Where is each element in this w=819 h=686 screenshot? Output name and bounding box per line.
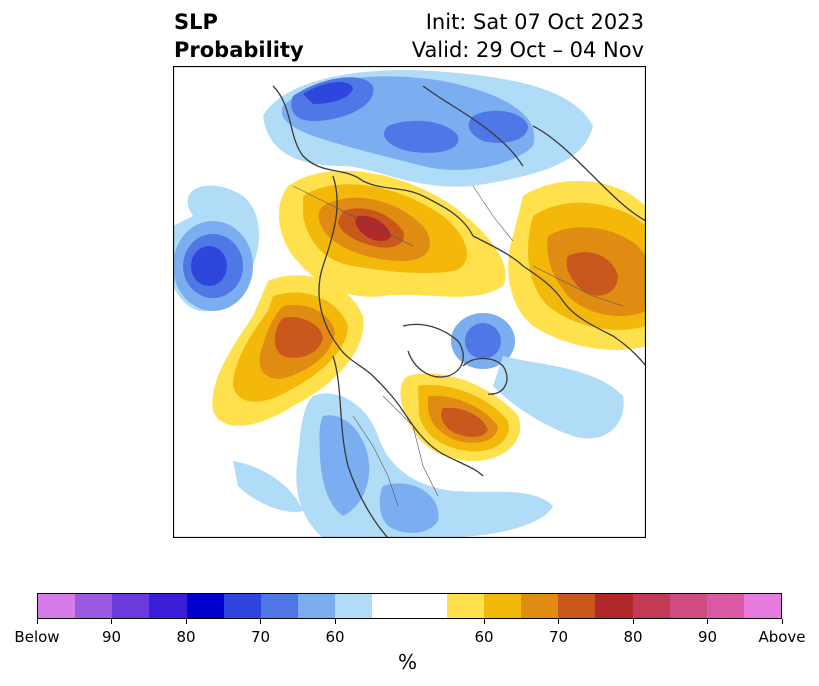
colorbar — [37, 593, 782, 619]
colorbar-tick-mark — [185, 619, 187, 624]
colorbar-swatch — [372, 594, 410, 618]
colorbar-swatch — [75, 594, 113, 618]
colorbar-swatch — [409, 594, 447, 618]
colorbar-tick-label: 80 — [176, 628, 196, 646]
colorbar-tick-label: 70 — [548, 628, 569, 646]
colorbar-unit: % — [398, 650, 418, 674]
colorbar-tick-label: 70 — [250, 628, 271, 646]
colorbar-tick-mark — [483, 619, 485, 624]
colorbar-swatch — [446, 594, 484, 618]
valid-range: Valid: 29 Oct – 04 Nov — [411, 38, 644, 62]
colorbar-swatch — [112, 594, 150, 618]
colorbar-swatch — [186, 594, 224, 618]
colorbar-tick-mark — [334, 619, 336, 624]
blue-region-us — [296, 393, 553, 538]
colorbar-tick-mark — [260, 619, 261, 624]
colorbar-swatch — [706, 594, 744, 618]
colorbar-tick-label: 90 — [101, 628, 122, 646]
colorbar-swatch — [483, 594, 522, 618]
borders — [292, 185, 624, 507]
title-right: Init: Sat 07 Oct 2023 Valid: 29 Oct – 04… — [412, 8, 644, 64]
colorbar-tick-mark — [781, 619, 783, 624]
colorbar-swatch — [558, 594, 596, 618]
title-probability: Probability — [174, 38, 304, 62]
title-left: SLP Probability — [174, 8, 304, 64]
colorbar-tick-mark — [36, 619, 38, 624]
probability-map — [173, 66, 646, 538]
colorbar-swatch — [223, 594, 261, 618]
colorbar-tick-mark — [558, 619, 559, 624]
colorbar-tick-label: 80 — [623, 628, 643, 646]
colorbar-swatch — [595, 594, 633, 618]
init-date: Init: Sat 07 Oct 2023 — [425, 10, 644, 34]
colorbar-swatch — [260, 594, 299, 618]
colorbar-tick-mark — [632, 619, 634, 624]
colorbar-swatch — [669, 594, 707, 618]
colorbar-tick-mark — [707, 619, 708, 624]
colorbar-swatch — [632, 594, 670, 618]
colorbar-tick-label: 90 — [697, 628, 718, 646]
colorbar-tick-label: 60 — [325, 628, 345, 646]
title-slp: SLP — [174, 10, 218, 34]
colorbar-tick-label: Below — [14, 628, 60, 646]
colorbar-swatch — [298, 594, 336, 618]
coastlines — [272, 85, 646, 538]
colorbar-tick-label: 60 — [474, 628, 494, 646]
colorbar-swatch — [521, 594, 559, 618]
colorbar-swatch — [38, 594, 76, 618]
colorbar-swatch — [335, 594, 373, 618]
colorbar-tick-label: Above — [758, 628, 806, 646]
colorbar-tick-mark — [111, 619, 112, 624]
blue-region-atlantic — [493, 356, 624, 439]
colorbar-swatch — [149, 594, 187, 618]
colorbar-swatch — [743, 594, 782, 618]
